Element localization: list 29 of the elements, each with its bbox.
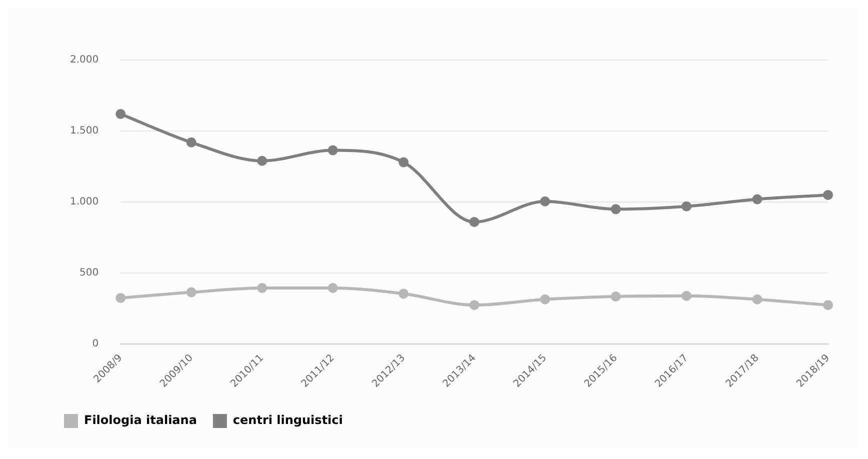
- y-tick-label: 1.500: [70, 126, 99, 137]
- point: [682, 201, 692, 212]
- point: [398, 288, 409, 299]
- point: [752, 294, 762, 304]
- point: [257, 283, 268, 294]
- point: [328, 145, 338, 156]
- point: [257, 156, 268, 166]
- legend-label: Filologia italiana: [84, 413, 197, 428]
- point: [540, 294, 550, 304]
- point: [752, 194, 762, 204]
- y-tick-label: 0: [92, 338, 99, 350]
- point: [540, 196, 550, 206]
- point: [186, 137, 196, 148]
- point: [610, 292, 621, 302]
- point: [116, 108, 126, 119]
- point: [469, 216, 480, 227]
- y-tick-label: 2.000: [70, 54, 99, 66]
- point: [186, 287, 196, 298]
- y-tick-label: 1.000: [70, 196, 99, 208]
- point: [116, 292, 126, 303]
- point: [328, 283, 338, 294]
- point: [823, 190, 833, 200]
- y-tick-label: 500: [80, 268, 99, 279]
- point: [682, 290, 692, 301]
- legend-label: centri linguistici: [232, 413, 343, 428]
- point: [823, 300, 833, 310]
- point: [469, 300, 480, 310]
- point: [398, 157, 409, 168]
- point: [610, 204, 621, 214]
